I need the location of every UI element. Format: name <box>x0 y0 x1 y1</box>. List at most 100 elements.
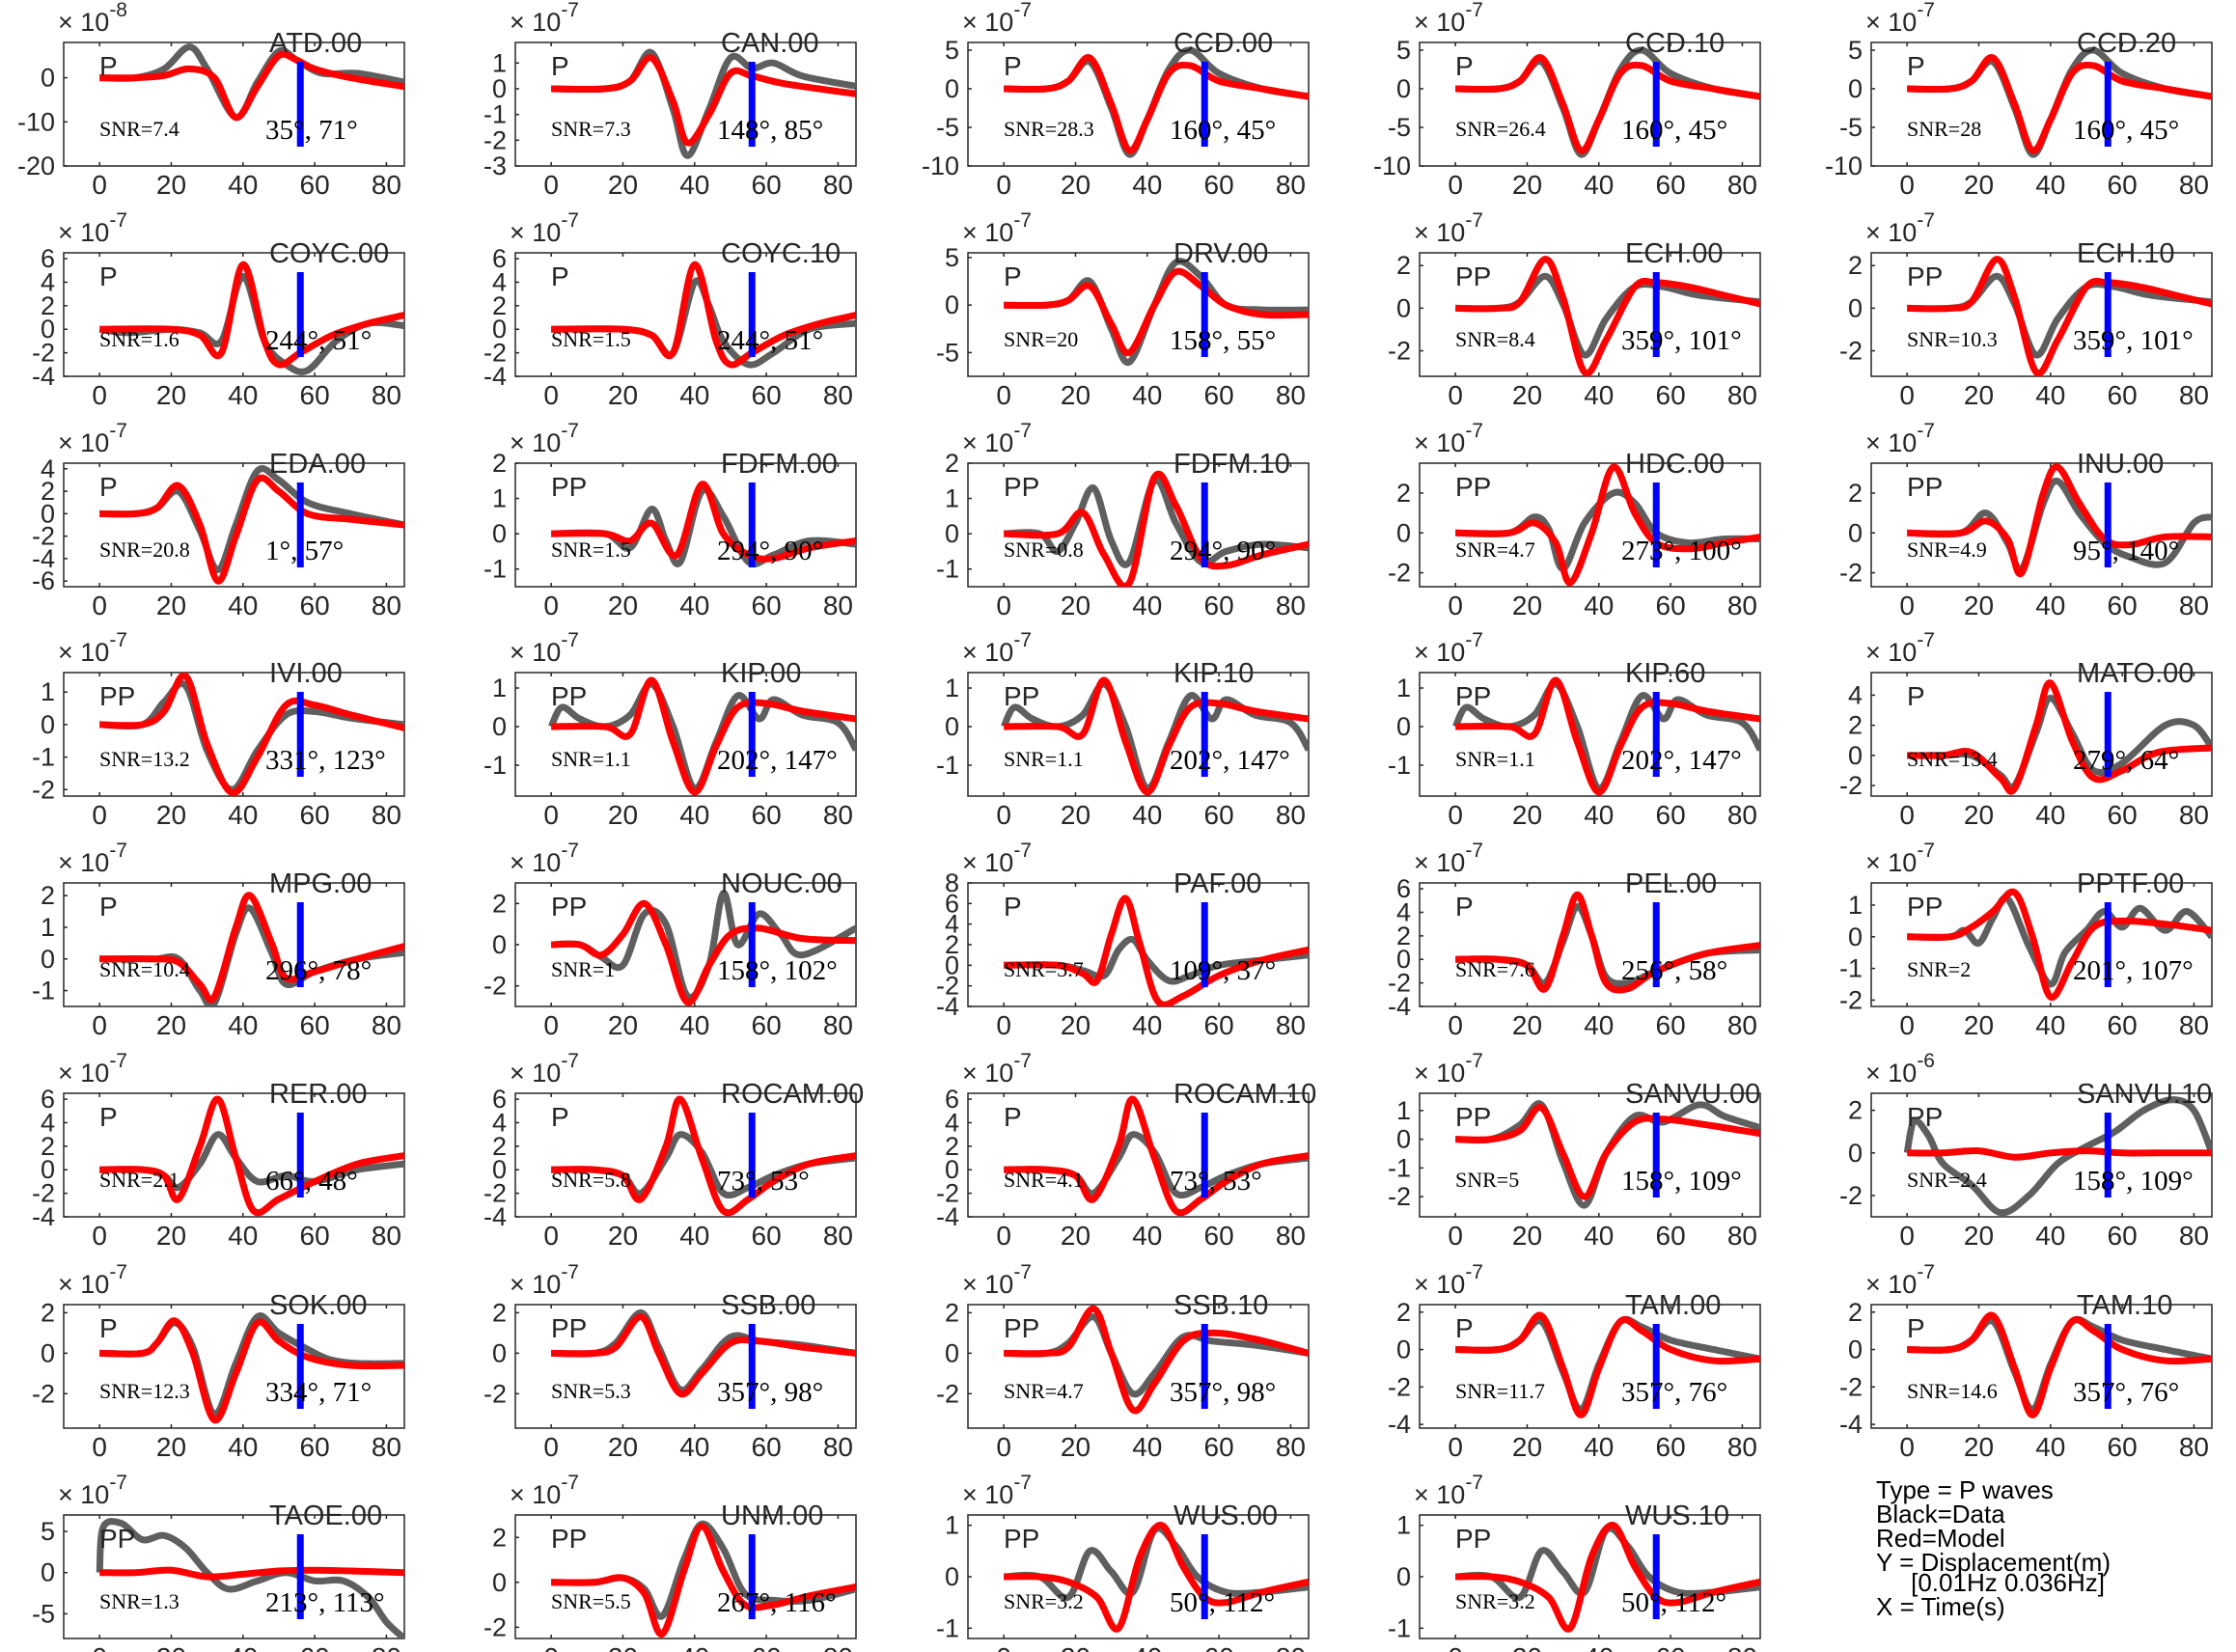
series-model <box>1455 256 1760 376</box>
y-tick-label: -2 <box>936 1379 959 1408</box>
y-tick-label: 0 <box>1396 293 1411 322</box>
x-tick-label: 0 <box>1899 1010 1915 1040</box>
y-exponent-label: × 10-7 <box>1414 1050 1483 1088</box>
series-model <box>1004 470 1309 587</box>
x-tick-label: 20 <box>1061 800 1090 830</box>
angle-label: 213°, 113° <box>265 1587 385 1618</box>
x-tick-label: 20 <box>608 1642 638 1652</box>
series-model <box>1907 679 2212 795</box>
x-tick-label: 40 <box>679 380 709 410</box>
snr-label: SNR=1.5 <box>551 537 631 562</box>
y-tick-label: -4 <box>483 362 507 391</box>
x-tick-label: 60 <box>300 1010 330 1040</box>
x-tick-label: 40 <box>1132 380 1162 410</box>
phase-label: PP <box>1455 262 1491 291</box>
angle-label: 357°, 98° <box>717 1377 823 1408</box>
y-tick-label: -5 <box>1388 113 1411 142</box>
x-tick-label: 80 <box>1276 1221 1306 1251</box>
x-tick-label: 0 <box>1448 380 1463 410</box>
series-model <box>1004 1305 1309 1415</box>
angle-label: 296°, 78° <box>265 955 372 986</box>
axes-box <box>514 1092 857 1218</box>
snr-label: SNR=14.6 <box>1907 1379 1998 1403</box>
x-tick-label: 20 <box>1964 1010 1994 1040</box>
station-label: SSB.00 <box>721 1290 815 1321</box>
axes-box <box>514 672 857 797</box>
x-tick-label: 20 <box>1061 380 1090 410</box>
phase-label: PP <box>1907 1102 1943 1132</box>
axes-box <box>1419 41 1761 167</box>
x-tick-label: 20 <box>156 1642 186 1652</box>
x-tick-label: 0 <box>1448 1642 1463 1652</box>
x-tick-label: 20 <box>156 1432 186 1462</box>
y-tick-label: 6 <box>41 244 55 273</box>
angle-label: 160°, 45° <box>1170 115 1276 146</box>
x-tick-label: 60 <box>1204 1221 1234 1251</box>
y-tick-label: 2 <box>945 1298 959 1327</box>
y-tick-label: 0 <box>1848 1139 1863 1168</box>
phase-label: PP <box>1004 681 1039 711</box>
panel-ccd-10: 0 20 40 60 80 5 0 -5 -10 × 10-7 P CCD.10 SNR=26.4 160… <box>1373 0 1761 200</box>
x-tick-label: 20 <box>156 800 186 830</box>
x-tick-label: 60 <box>1204 1432 1234 1462</box>
panel-wus-10: 0 20 40 60 80 1 0 -1 × 10-7 PP WUS.10 SNR=3.2 50°, 1… <box>1388 1472 1761 1652</box>
phase-label: P <box>1907 51 1925 81</box>
x-tick-label: 60 <box>300 380 330 410</box>
y-exponent-label: × 10-7 <box>962 0 1032 37</box>
phase-label: PP <box>551 1524 587 1554</box>
y-tick-label: 8 <box>945 868 959 897</box>
angle-label: 148°, 85° <box>717 115 823 146</box>
y-tick-label: 4 <box>41 267 55 296</box>
x-tick-label: 40 <box>1584 1642 1614 1652</box>
angle-label: 294°, 90° <box>1170 536 1276 566</box>
phase-label: P <box>99 1102 118 1132</box>
y-tick-label: 4 <box>1848 680 1863 709</box>
y-exponent-label: × 10-7 <box>510 1050 579 1088</box>
x-tick-label: 40 <box>228 380 258 410</box>
y-tick-label: 2 <box>1848 479 1863 508</box>
legend-x: X = Time(s) <box>1876 1592 2005 1621</box>
y-exponent-label: × 10-7 <box>1865 420 1935 457</box>
angle-label: 359°, 101° <box>2073 325 2194 356</box>
x-tick-label: 40 <box>1584 1010 1614 1040</box>
y-tick-label: -1 <box>483 555 507 584</box>
x-tick-label: 80 <box>372 170 401 200</box>
x-tick-label: 80 <box>823 591 853 620</box>
x-tick-label: 60 <box>300 1221 330 1251</box>
y-exponent-label: × 10-7 <box>510 209 579 247</box>
y-tick-label: -2 <box>1388 559 1411 588</box>
y-exponent-label: × 10-7 <box>58 1261 127 1299</box>
x-tick-label: 40 <box>1584 380 1614 410</box>
snr-label: SNR=28.3 <box>1004 117 1094 141</box>
snr-label: SNR=1 <box>551 957 615 981</box>
y-tick-label: 0 <box>945 1562 959 1591</box>
station-label: NOUC.00 <box>721 868 842 899</box>
snr-label: SNR=4.9 <box>1907 537 1987 562</box>
phase-label: PP <box>1907 472 1943 502</box>
y-tick-label: -2 <box>1388 1182 1411 1211</box>
y-tick-label: 0 <box>1396 74 1411 103</box>
y-tick-label: 0 <box>41 315 55 344</box>
station-label: PEL.00 <box>1625 868 1717 899</box>
x-tick-label: 0 <box>996 170 1011 200</box>
x-tick-label: 20 <box>1061 170 1090 200</box>
waveforms <box>1004 470 1309 587</box>
waveforms <box>548 676 856 796</box>
x-tick-label: 60 <box>1656 1010 1686 1040</box>
axes-box <box>1419 462 1761 588</box>
x-tick-label: 0 <box>1448 800 1463 830</box>
y-exponent-label: × 10-7 <box>510 1261 579 1299</box>
x-tick-label: 40 <box>2035 1221 2065 1251</box>
y-tick-label: 0 <box>945 1155 959 1184</box>
snr-label: SNR=1.6 <box>99 327 179 351</box>
x-tick-label: 0 <box>1899 1221 1915 1251</box>
axes-box <box>63 41 405 167</box>
y-tick-label: -4 <box>483 1202 507 1231</box>
y-tick-label: -2 <box>1839 1372 1863 1401</box>
y-tick-label: -2 <box>1388 337 1411 366</box>
y-tick-label: -1 <box>483 100 507 129</box>
